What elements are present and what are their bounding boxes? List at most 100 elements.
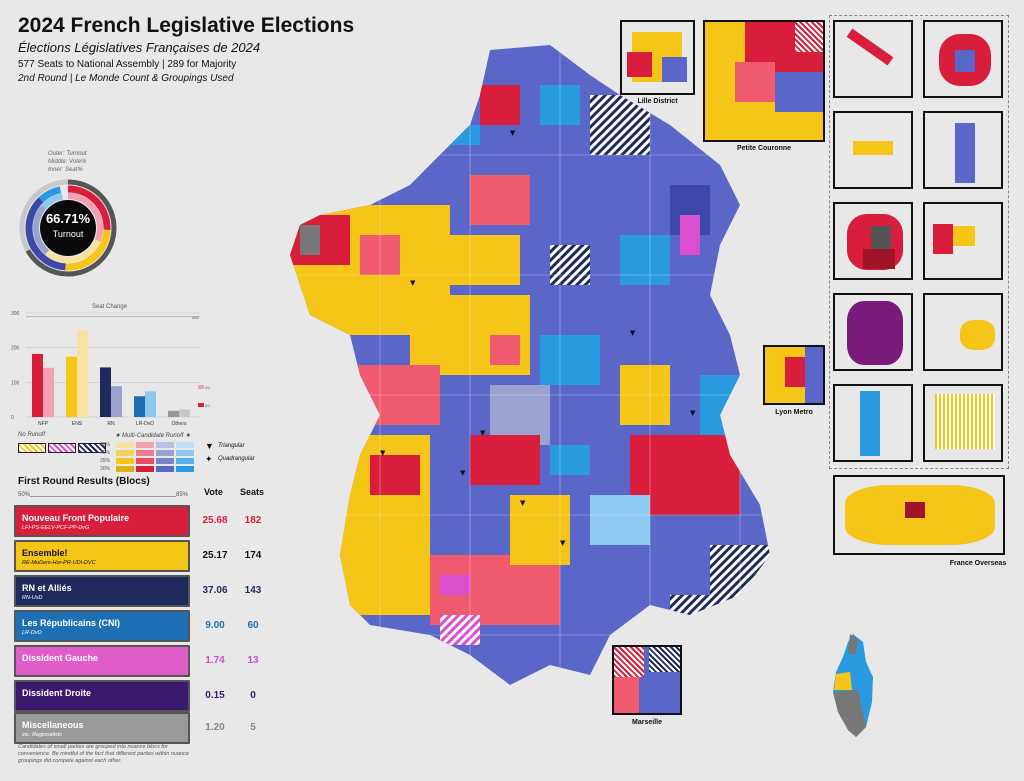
bar-2024-lr-dvd (134, 396, 145, 417)
inset-lyon (763, 345, 825, 405)
majority-label: 289 (192, 315, 199, 320)
pct-35: 35% (100, 458, 111, 464)
turnout-value: 66.71% (45, 211, 91, 226)
overseas-frame (829, 15, 1009, 469)
bar-2022-others (179, 409, 190, 417)
overseas-label: France Overseas (949, 560, 1007, 567)
bar-2022-ens (77, 330, 88, 417)
page-subtitle: Élections Législatives Françaises de 202… (18, 40, 261, 55)
seat-chart-title: Seat Change (92, 304, 128, 310)
bloc-row: Ensemble! RE-MoDem-Hor-PR-UDI-DVC (14, 540, 190, 572)
scale-swatch (116, 466, 134, 472)
scale-swatch (136, 466, 154, 472)
scale-swatch (156, 458, 174, 464)
bloc-row: Miscellaneous inc. Regionalists (14, 712, 190, 744)
scale-swatch (136, 450, 154, 456)
bloc-name: Nouveau Front Populaire (22, 513, 130, 523)
scale-swatch (156, 442, 174, 448)
bloc-name: RN et Alliés (22, 583, 72, 593)
seat-info: 577 Seats to National Assembly | 289 for… (18, 59, 237, 70)
seat-change-chart: 300 200 100 0 289 NFP ENS RN LR-DvD Others 2022 202… (11, 311, 210, 427)
inset-lyon-label: Lyon Metro (775, 409, 813, 416)
bloc-seats: 60 (247, 620, 259, 631)
y-tick-label: 0 (11, 415, 14, 421)
bloc-name: Les Républicains (CNI) (22, 618, 121, 628)
scale-swatch (176, 458, 194, 464)
inset-petite-couronne (703, 20, 825, 142)
bloc-vote: 1.20 (205, 722, 225, 733)
bloc-seats: 174 (244, 550, 262, 561)
scale-swatch (156, 466, 174, 472)
triangle-markers: ▼ ▼ ▼ ▼ ▼ ▼ ▼ ▼ ▼ (380, 129, 696, 547)
scale-swatch (156, 450, 174, 456)
svg-text:▼: ▼ (560, 539, 566, 547)
pct-45: 45% (100, 442, 111, 448)
legend-inner: Inner: Seat% (48, 167, 83, 173)
bloc-row: Les Républicains (CNI) LR-DvD (14, 610, 190, 642)
bloc-name: Dissident Gauche (22, 653, 99, 663)
scale-swatch (136, 442, 154, 448)
y-tick-label: 100 (11, 380, 20, 386)
round-info: 2nd Round | Le Monde Count & Groupings U… (18, 73, 234, 84)
overseas-2 (923, 20, 1003, 98)
overseas-8 (923, 293, 1003, 371)
bloc-vote: 0.15 (205, 690, 225, 701)
scale-swatch (136, 458, 154, 464)
category-label: ENS (72, 421, 83, 427)
bloc-vote: 37.06 (202, 585, 228, 596)
bloc-row: RN et Alliés RN-UxD (14, 575, 190, 607)
svg-text:▼: ▼ (630, 329, 636, 337)
donut-legend: Outer: Turnout Middle: Vote% Inner: Seat… (48, 150, 87, 174)
bloc-subtitle: RN-UxD (22, 595, 43, 601)
bloc-seats: 5 (250, 722, 256, 733)
bloc-seats: 182 (244, 515, 262, 526)
bloc-seats: 13 (247, 655, 259, 666)
inset-petite-couronne-label: Petite Couronne (736, 145, 792, 152)
bloc-subtitle: LR-DvD (22, 630, 42, 636)
seats-header: Seats (240, 487, 265, 497)
bloc-subtitle: RE-MoDem-Hor-PR-UDI-DVC (22, 560, 96, 566)
bloc-row: Dissident Droite (14, 680, 190, 712)
year-swatch (198, 385, 204, 389)
bloc-vote: 9.00 (205, 620, 225, 631)
results-title: First Round Results (Blocs) (18, 476, 150, 487)
legend-outer: Outer: Turnout (48, 151, 87, 157)
vote-header: Vote (204, 487, 223, 497)
scale-left: 50% (18, 492, 31, 498)
bloc-subtitle: LFI-PS-EELV-PCF-PP-DvG (22, 525, 90, 531)
bloc-name: Ensemble! (22, 548, 68, 558)
overseas-9 (833, 384, 913, 462)
svg-text:▼: ▼ (690, 409, 696, 417)
category-label: NFP (38, 421, 49, 427)
y-tick-label: 200 (11, 346, 20, 352)
legend-middle: Middle: Vote% (48, 159, 87, 165)
bar-2024-ens (66, 356, 77, 417)
bar-2022-lr-dvd (145, 391, 156, 417)
bloc-seats: 143 (244, 585, 262, 596)
overseas-4 (923, 111, 1003, 189)
overseas-1 (833, 20, 913, 98)
page-title: 2024 French Legislative Elections (18, 14, 355, 37)
scale-swatch (116, 442, 134, 448)
overseas-10 (923, 384, 1003, 462)
overseas-7 (833, 293, 913, 371)
bar-2022-rn (111, 386, 122, 417)
footnote: Candidates of small parties are grouped … (18, 744, 189, 764)
turnout-label: Turnout (52, 229, 84, 239)
category-label: Others (171, 421, 187, 427)
scale-swatch (116, 458, 134, 464)
triangle-icon: ▼ (205, 441, 214, 451)
year-label: 2024 (205, 403, 210, 408)
france-map: ▼ ▼ ▼ ▼ ▼ ▼ ▼ ▼ ▼ (290, 45, 770, 685)
triangular-label: Triangular (218, 443, 245, 449)
svg-text:▼: ▼ (510, 129, 516, 137)
year-swatch (198, 403, 204, 407)
svg-text:▼: ▼ (520, 499, 526, 507)
scale-swatch (176, 466, 194, 472)
bloc-row: Dissident Gauche (14, 645, 190, 677)
bar-2024-others (168, 410, 179, 417)
scale-line (30, 496, 176, 497)
svg-text:▼: ▼ (480, 429, 486, 437)
runoff-scale: 45% 40% 35% 30% (100, 441, 198, 473)
bloc-subtitle: inc. Regionalists (22, 732, 63, 738)
